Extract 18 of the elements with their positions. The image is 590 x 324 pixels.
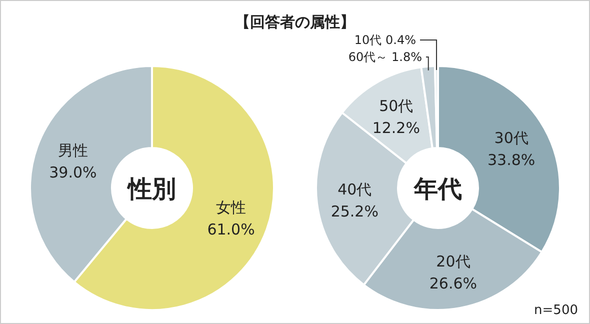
slice-label: 60代～ 1.8% — [348, 50, 422, 64]
slice-label: 30代 — [494, 129, 528, 148]
slice-label: 20代 — [436, 252, 470, 271]
slice-label: 40代 — [338, 180, 372, 199]
text: n=500 — [534, 303, 578, 318]
data-label: 39.0% — [49, 164, 97, 182]
text: 【回答者の属性】 — [235, 13, 355, 31]
data-label: 26.6% — [429, 274, 478, 293]
data-label: 61.0% — [207, 220, 255, 238]
data-label: 25.2% — [330, 202, 378, 221]
slice-label: 女性 — [216, 198, 246, 216]
text: 性別 — [126, 175, 176, 203]
slice-label: 男性 — [58, 142, 88, 160]
data-label: 12.2% — [372, 119, 420, 138]
data-label: 33.8% — [488, 151, 536, 170]
slice-label: 50代 — [379, 97, 414, 116]
slice-label: 10代 0.4% — [354, 33, 416, 47]
text: 年代 — [413, 175, 462, 203]
